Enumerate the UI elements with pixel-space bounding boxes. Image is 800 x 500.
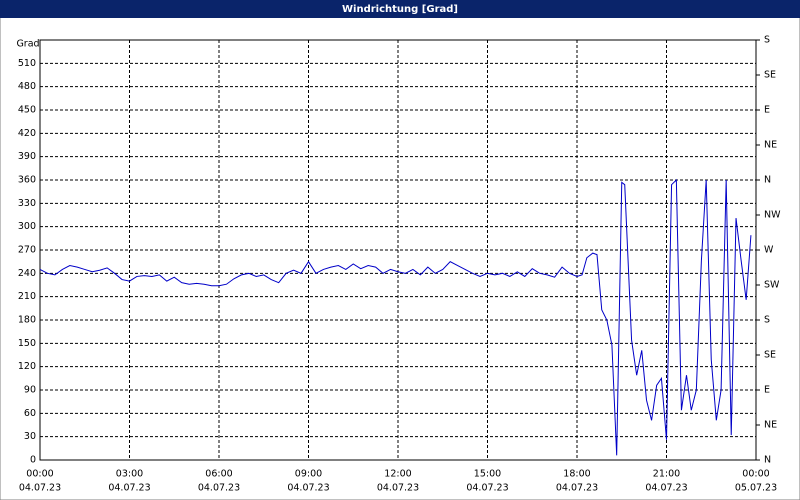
- x-tick-label: 00:00: [26, 469, 53, 480]
- x-tick-label: 00:00: [742, 469, 769, 480]
- y-tick-label: 330: [18, 198, 36, 209]
- y-tick-label: 180: [18, 315, 36, 326]
- y-axis-label: Grad: [16, 39, 39, 50]
- y-tick-label: 510: [18, 58, 36, 69]
- y-tick-label: 300: [18, 221, 36, 232]
- y-tick-label: 210: [18, 291, 36, 302]
- x-tick-date: 04.07.23: [377, 483, 419, 494]
- title-bar: [0, 0, 800, 18]
- y2-tick-label: NE: [764, 140, 777, 151]
- y-tick-label: 150: [18, 338, 36, 349]
- y2-tick-label: SE: [764, 350, 776, 361]
- y-tick-label: 90: [24, 385, 36, 396]
- y2-tick-label: N: [764, 175, 771, 186]
- y-tick-label: 420: [18, 128, 36, 139]
- x-tick-date: 04.07.23: [645, 483, 687, 494]
- y-tick-label: 30: [24, 431, 36, 442]
- x-tick-date: 04.07.23: [108, 483, 150, 494]
- y2-tick-label: NW: [764, 210, 781, 221]
- x-tick-label: 03:00: [116, 469, 143, 480]
- y-tick-label: 120: [18, 361, 36, 372]
- y2-tick-label: SW: [764, 280, 780, 291]
- x-tick-label: 15:00: [474, 469, 501, 480]
- y2-tick-label: S: [764, 315, 770, 326]
- y-tick-label: 390: [18, 151, 36, 162]
- y2-tick-label: N: [764, 455, 771, 466]
- x-tick-label: 12:00: [384, 469, 411, 480]
- y2-tick-label: SE: [764, 70, 776, 81]
- y-tick-label: 450: [18, 105, 36, 116]
- x-tick-date: 04.07.23: [556, 483, 598, 494]
- y2-tick-label: S: [764, 35, 770, 46]
- plot-frame: [39, 39, 757, 461]
- y2-tick-label: E: [764, 105, 770, 116]
- x-tick-label: 18:00: [563, 469, 590, 480]
- x-tick-label: 09:00: [295, 469, 322, 480]
- x-tick-date: 04.07.23: [466, 483, 508, 494]
- y-tick-label: 480: [18, 81, 36, 92]
- x-tick-date: 04.07.23: [287, 483, 329, 494]
- x-tick-label: 06:00: [205, 469, 232, 480]
- y2-tick-label: NE: [764, 420, 777, 431]
- x-tick-date: 05.07.23: [735, 483, 777, 494]
- y-tick-label: 270: [18, 245, 36, 256]
- x-tick-date: 04.07.23: [198, 483, 240, 494]
- chart-title: Windrichtung [Grad]: [342, 4, 458, 15]
- y2-tick-label: W: [764, 245, 774, 256]
- y-tick-label: 360: [18, 175, 36, 186]
- y-tick-label: 240: [18, 268, 36, 279]
- x-tick-label: 21:00: [653, 469, 680, 480]
- y2-tick-label: E: [764, 385, 770, 396]
- y-tick-label: 0: [30, 455, 36, 466]
- x-tick-date: 04.07.23: [19, 483, 61, 494]
- data-line: [39, 178, 752, 456]
- y-tick-label: 60: [24, 408, 36, 419]
